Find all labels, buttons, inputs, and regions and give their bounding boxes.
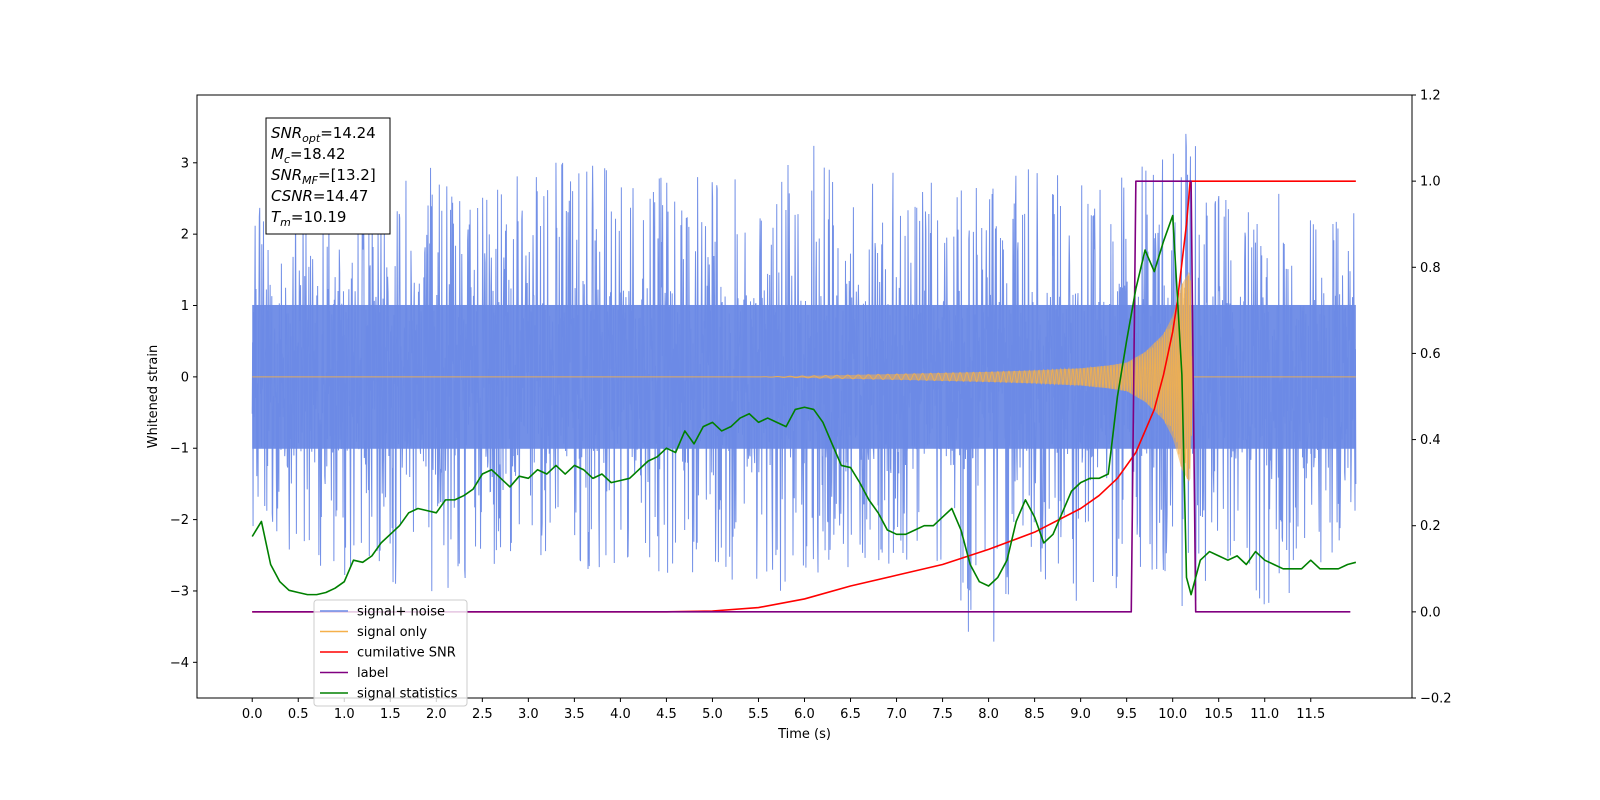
x-tick-label: 0.5 — [288, 707, 309, 722]
info-value: =10.19 — [291, 208, 347, 226]
x-tick-label: 11.0 — [1250, 707, 1279, 722]
x-tick-label: 10.0 — [1158, 707, 1187, 722]
info-value: =18.42 — [290, 145, 346, 163]
y-tick-label: 3 — [181, 156, 189, 171]
x-tick-label: 3.0 — [518, 707, 539, 722]
x-tick-label: 3.5 — [564, 707, 585, 722]
series-signal-only — [252, 275, 1356, 480]
x-tick-label: 1.0 — [334, 707, 355, 722]
x-tick-label: 5.5 — [748, 707, 769, 722]
legend-frame — [313, 599, 468, 707]
x-tick-label: 9.0 — [1070, 707, 1091, 722]
legend-entry-label: signal statistics — [357, 687, 458, 702]
x-tick-label: 7.5 — [932, 707, 953, 722]
legend-entry-label: label — [357, 666, 388, 681]
y-axis-right: 1.2 1.0 0.8 0.6 0.4 0.2 0.0 −0.2 — [1412, 89, 1452, 707]
info-box-frame — [265, 117, 391, 235]
info-symbol: CSNR — [271, 187, 313, 205]
x-tick-label: 8.5 — [1024, 707, 1045, 722]
series-label — [252, 180, 1351, 613]
y-axis-label: Whitened strain — [146, 345, 161, 448]
info-line: SNRMF=[13.2] — [271, 166, 376, 187]
series-cumilative-snr — [252, 180, 1356, 613]
legend-entry-label: cumilative SNR — [357, 646, 456, 661]
legend-entry-label: signal+ noise — [357, 605, 445, 620]
y-tick-label: −3 — [170, 584, 189, 599]
y-tick-label: 0 — [181, 370, 189, 385]
y2-tick-label: 0.0 — [1420, 605, 1441, 620]
legend: signal+ noise signal only cumilative SNR la… — [313, 599, 468, 707]
x-tick-label: 7.0 — [886, 707, 907, 722]
x-tick-label: 4.5 — [656, 707, 677, 722]
plot-series — [251, 133, 1357, 642]
y2-tick-label: −0.2 — [1420, 692, 1452, 707]
y2-tick-label: 1.2 — [1420, 89, 1441, 104]
info-subscript: m — [280, 216, 291, 229]
x-tick-label: 2.0 — [426, 707, 447, 722]
x-tick-label: 6.0 — [794, 707, 815, 722]
y-tick-label: 1 — [181, 299, 189, 314]
x-axis-label: Time (s) — [777, 727, 831, 742]
series-signal-statistics — [251, 214, 1357, 596]
y-tick-label: −1 — [170, 442, 189, 457]
info-symbol: M — [271, 145, 284, 163]
y-tick-label: 2 — [181, 228, 189, 243]
y2-tick-label: 0.6 — [1420, 347, 1441, 362]
x-tick-label: 0.0 — [242, 707, 263, 722]
info-line: Mc=18.42 — [271, 145, 346, 166]
info-subscript: MF — [302, 174, 318, 187]
y2-tick-label: 1.0 — [1420, 175, 1441, 190]
info-line: SNRopt=14.24 — [271, 124, 376, 145]
info-value: =14.47 — [313, 187, 369, 205]
y-axis-left: 3 2 1 0 −1 −2 −3 −4 — [170, 156, 197, 671]
info-symbol: SNR — [271, 166, 302, 184]
info-line: Tm=10.19 — [271, 208, 346, 229]
info-box: SNRopt=14.24Mc=18.42SNRMF=[13.2]CSNR=14.… — [265, 117, 391, 235]
x-tick-label: 11.5 — [1296, 707, 1325, 722]
x-tick-label: 8.0 — [978, 707, 999, 722]
x-tick-label: 6.5 — [840, 707, 861, 722]
x-tick-label: 2.5 — [472, 707, 493, 722]
info-value: =14.24 — [320, 124, 376, 142]
info-line: CSNR=14.47 — [271, 187, 368, 205]
info-value: =[13.2] — [318, 166, 376, 184]
x-tick-label: 5.0 — [702, 707, 723, 722]
info-symbol: T — [271, 208, 282, 226]
x-tick-label: 1.5 — [380, 707, 401, 722]
x-tick-label: 4.0 — [610, 707, 631, 722]
x-tick-label: 9.5 — [1116, 707, 1137, 722]
y2-tick-label: 0.8 — [1420, 261, 1441, 276]
y2-tick-label: 0.2 — [1420, 519, 1441, 534]
info-subscript: c — [284, 153, 290, 166]
y-tick-label: −4 — [170, 656, 189, 671]
info-subscript: opt — [302, 132, 321, 145]
y2-tick-label: 0.4 — [1420, 433, 1441, 448]
legend-entry-label: signal only — [357, 625, 427, 640]
info-symbol: SNR — [271, 124, 302, 142]
y-tick-label: −2 — [170, 513, 189, 528]
x-axis: 0.0 0.5 1.0 1.5 2.0 2.5 3.0 3.5 4.0 4.5 5.0 5.5 6.0 6… — [242, 698, 1325, 722]
x-tick-label: 10.5 — [1204, 707, 1233, 722]
